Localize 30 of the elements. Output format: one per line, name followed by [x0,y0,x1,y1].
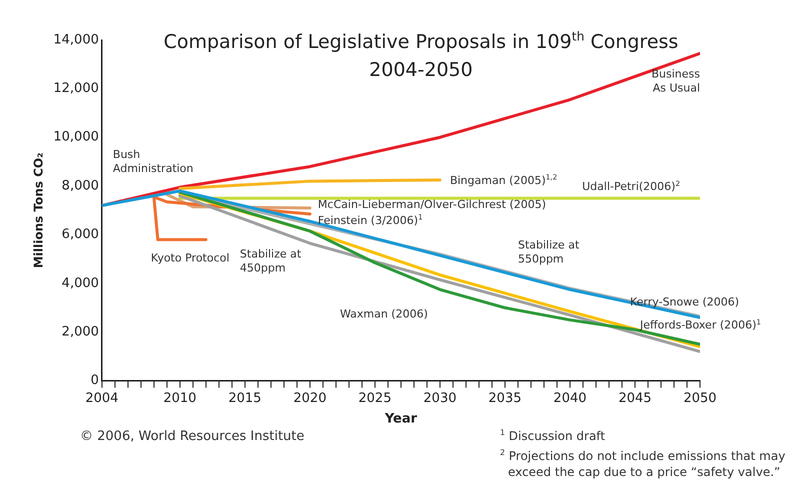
series-label: Business As Usual [651,67,700,94]
series-label: Stabilize at 550ppm [518,238,580,266]
x-tick-label: 2015 [228,390,262,406]
y-tick-label: 10,000 [53,130,99,145]
x-axis-title: Year [384,412,418,427]
y-tick-label: 4,000 [62,276,99,291]
x-tick-label: 2020 [293,390,326,406]
x-tick-label: 2025 [358,390,392,406]
series-label: McCain-Lieberman/Olver-Gilchrest (2005) [318,198,546,211]
annotation: Bush Administration [112,148,194,176]
series-label: Kerry-Snowe (2006) [630,296,740,309]
x-tick-label: 2035 [488,390,522,406]
y-tick-label: 14,000 [53,32,99,48]
x-tick-label: 2040 [553,390,587,406]
series-label: Stabilize at 450ppm [240,247,302,274]
series-label: Kyoto Protocol [150,252,230,265]
y-tick-label: 6,000 [62,227,99,242]
x-tick-label: 2050 [683,390,717,406]
x-tick-label: 2030 [423,390,456,406]
text: © 2006, World Resources Institute [80,429,304,444]
y-tick-label: 2,000 [62,324,99,340]
x-tick-label: 2045 [618,390,652,406]
series-label: Waxman (2006) [340,308,428,321]
text: 2004-2050 [369,59,473,81]
y-tick-label: 8,000 [62,178,99,194]
y-axis-title: Millions Tons CO₂ [31,152,46,268]
x-tick-label: 2004 [85,390,118,406]
y-tick-label: 0 [90,373,99,388]
y-tick-label: 12,000 [53,81,99,96]
x-tick-label: 2010 [163,390,196,406]
